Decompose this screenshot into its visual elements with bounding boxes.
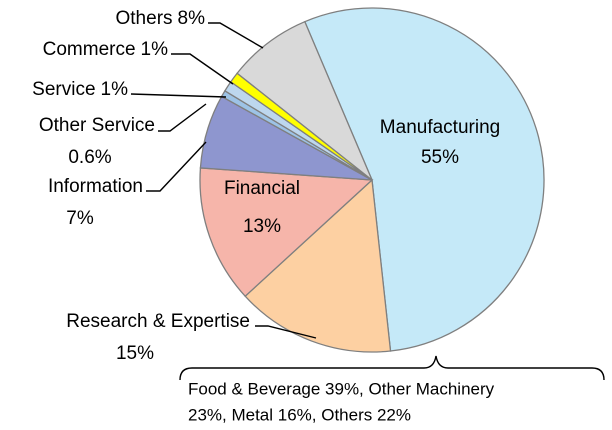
leader-line (171, 53, 234, 85)
slice-label: Others 8% (116, 8, 206, 29)
category-label: Information (48, 176, 143, 197)
value-label: 13% (243, 216, 281, 237)
slice (199, 167, 374, 298)
leader-line (208, 22, 264, 49)
value-label: 8% (178, 8, 206, 29)
slice (236, 20, 373, 181)
category-label: Research & Expertise (66, 311, 250, 332)
category-label: Other Service (39, 115, 155, 136)
category-label: Others (116, 8, 173, 29)
leader-line (158, 103, 207, 132)
labels: Manufacturing 55% Research & Expertise 15% F… (32, 8, 500, 364)
category-label: Financial (224, 178, 300, 199)
category-label: Commerce (43, 39, 136, 60)
value-label: 1% (101, 79, 129, 100)
value-label: 7% (66, 208, 94, 229)
slice-label: Commerce 1% (43, 39, 168, 60)
value-label: 0.6% (68, 147, 111, 168)
category-label: Service (32, 79, 95, 100)
annotation: Food & Beverage 39%, Other Machinery (188, 379, 495, 398)
annotation: 23%, Metal 16%, Others 22% (188, 405, 411, 424)
category-label: Manufacturing (380, 117, 500, 138)
slices (199, 7, 545, 353)
leader-line (130, 93, 227, 98)
leader-line (255, 325, 317, 339)
value-label: 1% (141, 39, 169, 60)
slice (303, 7, 545, 352)
value-label: 15% (116, 343, 154, 364)
value-label: 55% (421, 147, 459, 168)
brace (179, 355, 605, 381)
slice (244, 178, 392, 353)
leader-line (146, 141, 207, 192)
slice-label: Service 1% (32, 79, 128, 100)
